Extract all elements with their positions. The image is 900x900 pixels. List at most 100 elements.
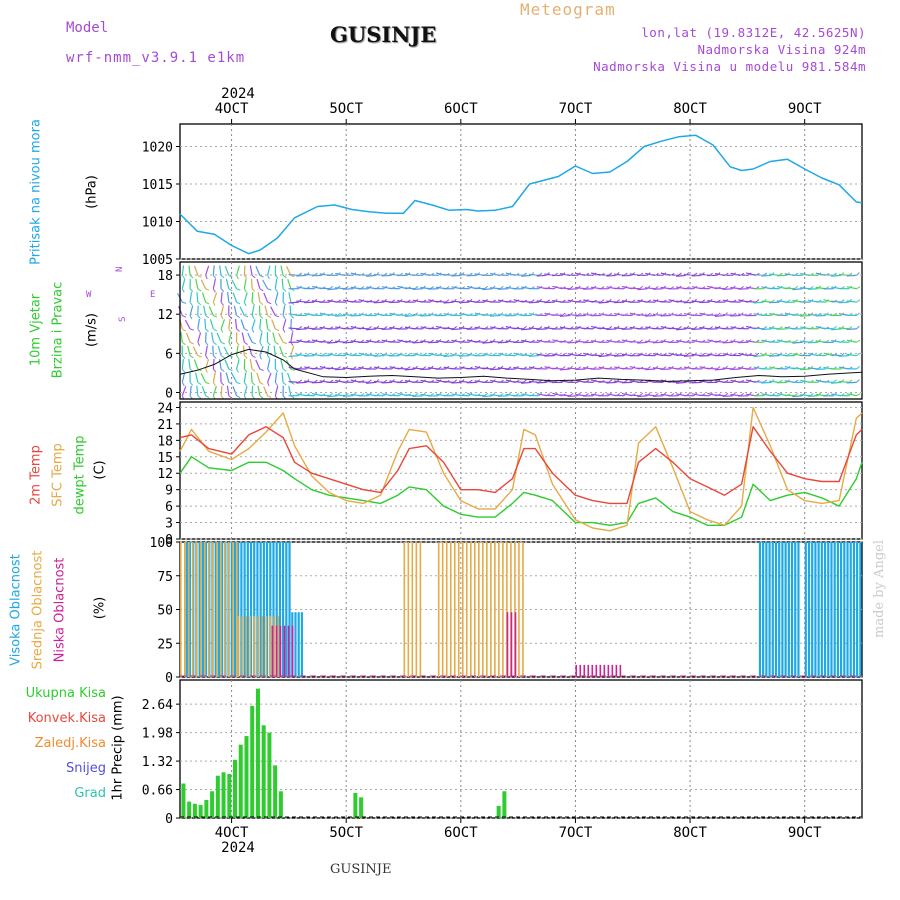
cloud-high-bar	[830, 542, 833, 677]
compass-s: S	[118, 317, 128, 322]
wind-barb	[761, 274, 772, 277]
wind-barb	[513, 327, 524, 330]
wind-barb	[521, 300, 532, 303]
wind-barb-flag	[205, 355, 209, 360]
wind-barb	[505, 300, 516, 303]
wind-barb-flag	[251, 368, 256, 372]
wind-barb	[435, 354, 446, 357]
wind-barb-flag	[856, 325, 860, 330]
cloud-high-bar	[768, 542, 771, 677]
wind-barb	[660, 300, 671, 303]
cloud-mid-bar	[419, 542, 422, 677]
wind-barb-flag	[274, 288, 279, 293]
wind-barb-flag	[430, 393, 434, 397]
cloud-high-bar	[836, 542, 839, 677]
wind-barb-flag	[243, 301, 247, 306]
wind-barb	[251, 385, 254, 396]
wind-barb-flag	[678, 272, 682, 276]
wind-barb	[559, 368, 570, 371]
wind-barb-flag	[383, 379, 388, 383]
y-tick-label: 12	[157, 467, 173, 482]
wind-barb-flag	[267, 288, 272, 291]
cloud-mid-bar	[208, 542, 210, 677]
cloud-mid-bar	[200, 542, 202, 677]
wind-barb-flag	[313, 326, 318, 330]
day-label-top: 7OCT	[559, 101, 593, 117]
wind-barb	[567, 395, 578, 398]
y-tick-label: 18	[157, 269, 173, 284]
wind-barb	[443, 380, 454, 383]
wind-barb-flag	[282, 315, 286, 320]
wind-barb	[197, 332, 202, 343]
wind-barb-flag	[259, 395, 264, 399]
cloud-low-bar	[283, 625, 286, 677]
cloud-mid-bar	[204, 542, 206, 677]
wind-barb-flag	[623, 272, 628, 276]
wind-barb	[482, 288, 493, 291]
wind-barb	[606, 353, 617, 357]
wind-barb	[691, 328, 702, 330]
cloud-mid-bar	[506, 542, 508, 677]
wind-barb-flag	[530, 352, 535, 357]
y-tick-label: 0	[165, 386, 173, 401]
wind-barb-flag	[189, 328, 195, 331]
wind-barb	[815, 300, 826, 303]
legend-hail: Grad	[74, 786, 106, 801]
cloud-low-bar	[287, 625, 290, 677]
cloud-mid-bar	[482, 542, 484, 677]
cloud-high-bar	[288, 542, 291, 677]
wind-barb	[714, 394, 725, 397]
wind-barb	[319, 287, 330, 290]
legend-total-rain: Ukupna Kisa	[25, 686, 106, 701]
wind-barb-flag	[189, 288, 194, 293]
wind-barb-flag	[763, 379, 768, 383]
wind-barb	[722, 367, 733, 370]
wind-barb-flag	[236, 301, 241, 305]
wind-barb	[459, 355, 470, 357]
wind-barb	[590, 300, 601, 303]
cloud-mid-bar	[241, 616, 243, 677]
wind-barb	[274, 278, 278, 289]
wind-barb-flag	[732, 312, 737, 316]
wind-barb	[559, 314, 570, 317]
wind-barb	[287, 372, 292, 383]
cloud-high-bar	[243, 542, 246, 677]
wind-barb	[753, 301, 764, 304]
cloud-mid-bar	[518, 542, 520, 677]
wind-barb	[278, 333, 284, 343]
wind-barb	[691, 274, 702, 277]
wind-barb-flag	[778, 272, 783, 276]
wind-barb-flag	[809, 339, 814, 343]
wind-barb	[846, 274, 857, 277]
wind-barb-flag	[259, 328, 263, 333]
wind-barb-flag	[282, 301, 287, 306]
precip-bar	[187, 801, 192, 818]
cloud-mid-bar	[411, 542, 414, 677]
wind-barb	[769, 301, 780, 304]
wind-barb	[220, 385, 223, 396]
cloud-mid-bar	[522, 542, 524, 677]
wind-barb	[195, 278, 199, 289]
cloud-high-bar	[204, 542, 208, 677]
precip-bar	[221, 772, 226, 818]
wind-barb-flag	[205, 395, 210, 399]
cloud-mid-bar	[245, 616, 247, 677]
wind-barb	[224, 359, 230, 370]
wind-barb	[327, 288, 338, 291]
day-label-bottom: 4OCT	[215, 825, 249, 841]
wind-barb-flag	[228, 368, 233, 372]
wind-barb	[614, 355, 625, 357]
wind-speed-line	[179, 348, 863, 382]
wind-barb	[342, 288, 353, 290]
wind-barb	[234, 318, 238, 329]
precip-bar	[181, 783, 186, 818]
wind-barb-flag	[817, 366, 822, 370]
wind-barb-flag	[484, 392, 489, 397]
cloud-high-bar	[758, 542, 762, 677]
wind-barb-flag	[375, 352, 380, 357]
wind-barb-flag	[468, 379, 473, 383]
wind-barb	[358, 381, 369, 383]
model-label: Model	[66, 20, 109, 36]
legend-freezing-rain: Zaledj.Kisa	[34, 736, 106, 751]
wind-barb-flag	[484, 285, 489, 290]
